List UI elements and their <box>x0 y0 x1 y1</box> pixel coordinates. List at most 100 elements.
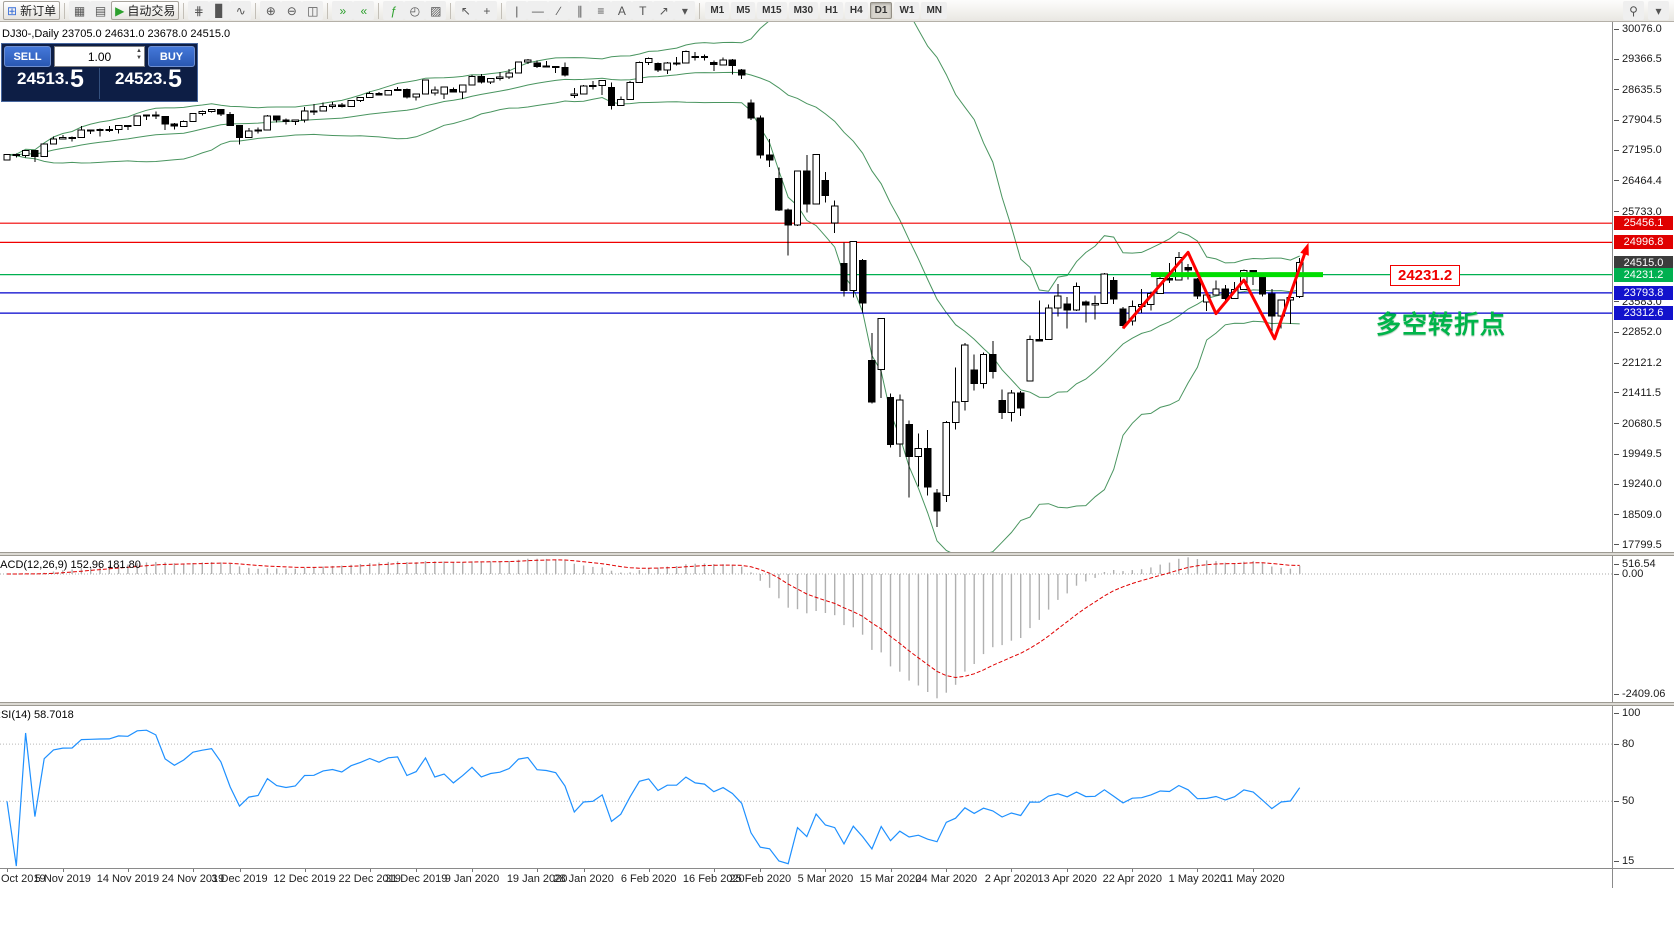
profiles-icon: ▤ <box>94 3 107 18</box>
bar-chart-button[interactable]: ⋕ <box>188 1 210 20</box>
chart-plot-area[interactable]: DJ30-,Daily 23705.0 24631.0 23678.0 2451… <box>0 22 1612 552</box>
indicators-button[interactable]: ƒ <box>383 1 405 20</box>
panel-splitter[interactable] <box>0 552 1674 556</box>
search-button[interactable]: ⚲ <box>1623 1 1644 20</box>
timeframe-M5-button[interactable]: M5 <box>731 2 756 19</box>
line-chart-button[interactable]: ∿ <box>230 1 252 20</box>
time-axis-tick <box>7 869 8 872</box>
bar-chart-icon: ⋕ <box>193 3 204 18</box>
price-badge-current: 24515.0 <box>1614 255 1673 270</box>
time-axis-tick <box>472 869 473 872</box>
buy-price[interactable]: 24523. 5 <box>115 65 182 93</box>
timeframe-MN-button[interactable]: MN <box>921 2 947 19</box>
timeframe-W1-button[interactable]: W1 <box>894 2 920 19</box>
chart-window-button[interactable]: ▦ <box>69 1 91 20</box>
zoom-in-icon: ⊕ <box>265 3 276 18</box>
profiles-button[interactable]: ▤ <box>90 1 112 20</box>
macd-scale[interactable]: 516.54 0.00 -2409.06 <box>1612 556 1674 702</box>
one-click-trading-panel: SELL 1.00 ▲ ▼ BUY 24513. 5 24523. 5 <box>1 43 198 102</box>
templates-icon: ▨ <box>430 3 442 18</box>
time-axis-tick <box>369 869 371 872</box>
date-label: 9 Jan 2020 <box>444 873 500 885</box>
rsi-label: RSI(14) 58.7018 <box>0 709 74 721</box>
timeframe-H4-button[interactable]: H4 <box>844 2 868 19</box>
tile-windows-button[interactable]: ◫ <box>302 1 324 20</box>
price-tick-label: 20680.5 <box>1614 418 1662 430</box>
fibonacci-button[interactable]: ≡ <box>590 1 612 20</box>
timeframe-M1-button[interactable]: M1 <box>705 2 730 19</box>
panel-splitter-2[interactable] <box>0 702 1674 706</box>
time-axis-tick <box>713 869 715 872</box>
cursor-button[interactable]: ↖ <box>455 1 477 20</box>
toolbar-separator <box>183 2 185 19</box>
timeframe-D1-button[interactable]: D1 <box>869 2 893 19</box>
price-badge-green: 24231.2 <box>1614 267 1673 282</box>
new-order-icon: ⊞ <box>7 3 18 18</box>
objects-dropdown-button[interactable]: ▾ <box>674 1 696 20</box>
time-axis-tick <box>62 869 64 872</box>
price-badge-red: 24996.8 <box>1614 235 1673 250</box>
toolbars-menu-button[interactable]: ▾ <box>1648 1 1669 20</box>
rsi-scale-label: 100 <box>1614 707 1640 719</box>
new-order-button[interactable]: ⊞ 新订单 <box>3 1 61 20</box>
date-label: 3 Dec 2019 <box>211 873 268 885</box>
volume-value: 1.00 <box>87 49 112 64</box>
price-tick-label: 29366.5 <box>1614 53 1662 65</box>
date-label: 16 Feb 2020 <box>682 873 745 885</box>
toolbar-separator <box>64 2 66 19</box>
new-order-label: 新订单 <box>20 4 57 18</box>
price-scale[interactable]: 30076.0 29366.5 28635.5 27904.5 27195.0 26464… <box>1612 22 1674 552</box>
chart-shift-button[interactable]: « <box>353 1 375 20</box>
volume-field[interactable]: 1.00 ▲ ▼ <box>54 46 145 67</box>
date-label: 15 Mar 2020 <box>859 873 922 885</box>
date-label: 25 Feb 2020 <box>729 873 792 885</box>
time-axis-tick <box>825 869 827 872</box>
date-label: 12 Dec 2019 <box>273 873 336 885</box>
horizontal-line-button[interactable]: — <box>527 1 549 20</box>
text-button[interactable]: A <box>611 1 633 20</box>
price-badge-blue: 23793.8 <box>1614 285 1673 300</box>
indicators-icon: ƒ <box>390 3 398 18</box>
price-badge-blue: 23312.6 <box>1614 306 1673 321</box>
timeframe-H1-button[interactable]: H1 <box>820 2 843 19</box>
toolbar-separator <box>255 2 257 19</box>
zigzag-arrow[interactable] <box>1121 242 1309 341</box>
price-tick-label: 25733.0 <box>1614 206 1662 218</box>
zoom-out-button[interactable]: ⊖ <box>281 1 303 20</box>
rsi-scale[interactable]: 100 80 50 15 <box>1612 706 1674 868</box>
sell-button[interactable]: SELL <box>4 46 51 67</box>
turning-point-text[interactable]: 多空转折点 <box>1376 311 1507 339</box>
auto-scroll-button[interactable]: » <box>332 1 354 20</box>
periods-button[interactable]: ◴ <box>404 1 426 20</box>
sell-price[interactable]: 24513. 5 <box>2 66 100 99</box>
chart-window-icon: ▦ <box>73 3 86 18</box>
timeframe-M30-button[interactable]: M30 <box>788 2 819 19</box>
price-tick-label: 22852.0 <box>1614 326 1662 338</box>
buy-button[interactable]: BUY <box>148 46 195 67</box>
macd-panel[interactable]: MACD(12,26,9) 152.96 181.80 <box>0 556 1612 702</box>
macd-scale-label: -2409.06 <box>1614 688 1665 700</box>
horizontal-lines-layer[interactable] <box>0 222 1612 314</box>
label-button[interactable]: T <box>632 1 654 20</box>
channel-icon: ∥ <box>576 3 583 18</box>
rsi-panel[interactable]: RSI(14) 58.7018 <box>0 706 1612 868</box>
arrows-button[interactable]: ↗ <box>653 1 675 20</box>
time-axis[interactable]: Oct 2019 5 Nov 2019 14 Nov 2019 24 Nov 2019… <box>0 868 1674 888</box>
date-label: 14 Nov 2019 <box>96 873 160 885</box>
autotrading-button[interactable]: ▶ 自动交易 <box>111 1 180 20</box>
volume-down-icon[interactable]: ▼ <box>136 55 142 62</box>
vertical-line-button[interactable]: | <box>506 1 528 20</box>
channel-button[interactable]: ∥ <box>569 1 591 20</box>
candlestick-chart-button[interactable]: ▊ <box>209 1 231 20</box>
time-axis-tick <box>304 869 306 872</box>
timeframe-M15-button[interactable]: M15 <box>757 2 787 19</box>
zoom-in-button[interactable]: ⊕ <box>260 1 282 20</box>
crosshair-button[interactable]: + <box>476 1 498 20</box>
price-annotation-box[interactable]: 24231.2 <box>1390 265 1461 286</box>
date-label: 22 Dec 2019 <box>338 873 401 885</box>
time-axis-tick <box>760 869 762 872</box>
trendline-button[interactable]: ∕ <box>548 1 570 20</box>
templates-button[interactable]: ▨ <box>425 1 447 20</box>
toolbar-separator <box>501 2 503 19</box>
volume-up-icon[interactable]: ▲ <box>136 48 142 54</box>
